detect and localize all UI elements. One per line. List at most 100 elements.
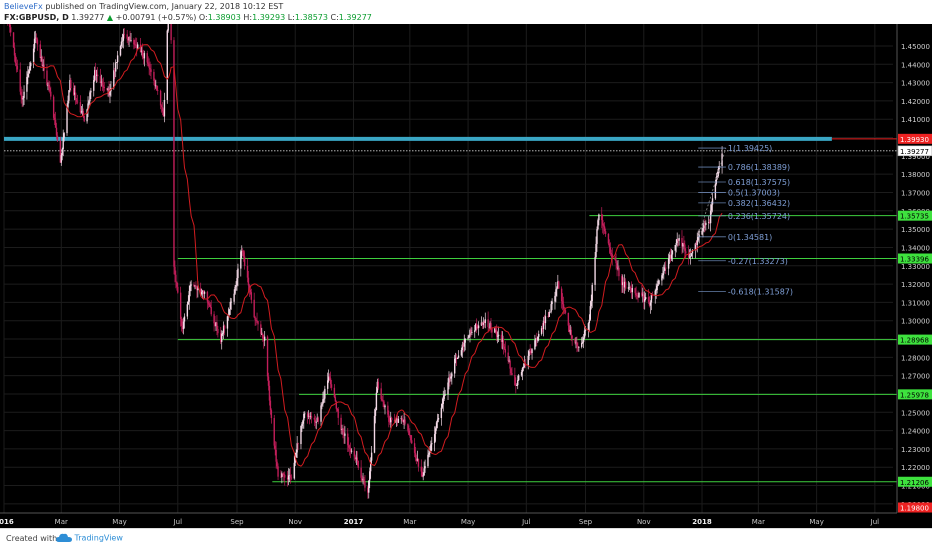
candle-body [290,477,293,479]
candle-body [100,81,103,84]
candle-body [396,418,399,423]
candle-body [360,467,362,478]
candle-body [146,53,148,63]
candle-body [9,24,11,28]
candle-body [451,373,453,377]
candle-body [364,481,366,488]
candle-body [195,285,197,287]
fib-level-label: 0.382(1.36432) [728,199,790,208]
candle-body [367,487,369,493]
candle-body [282,473,284,475]
candle-body [183,316,186,322]
candle-body [300,425,302,445]
candle-body [684,244,686,252]
candle-body [307,415,310,417]
time-tick-label: Mar [403,518,416,526]
time-tick-label: Nov [637,518,651,526]
candle-body [66,107,68,134]
fibonacci-retracement[interactable]: 1(1.39425)0.786(1.38389)0.618(1.37575)0.… [697,144,793,297]
candle-body [509,360,511,369]
candle-body [595,243,597,258]
candle-body [280,476,282,478]
open-label: O: [198,13,208,22]
candle-body [562,304,565,309]
tradingview-logo[interactable]: TradingView [56,533,123,543]
time-axis[interactable]: 2016 Mar May Jul Sep Nov 2017 Mar May Jul Sep Nov 20… [0,512,897,528]
candle-body [15,63,18,66]
candle-body [410,435,412,441]
candle-body [223,325,226,329]
candle-body [422,475,424,477]
candle-body [664,267,666,271]
candle-body [161,107,164,112]
price-chart[interactable]: 1(1.39425)0.786(1.38389)0.618(1.37575)0.… [0,24,932,528]
candle-body [407,423,409,431]
candle-body [63,133,65,138]
candle-body [535,338,537,341]
candle-body [128,36,130,41]
price-axis[interactable]: 1.450001.440001.430001.420001.410001.400… [896,24,932,528]
fib-level-label: 1(1.39425) [728,144,772,153]
candle-body [221,332,224,334]
fib-level-label: 0.786(1.38389) [728,163,790,172]
price-axis-bg [897,24,932,528]
high-value: 1.39293 [252,13,286,22]
candle-body [233,293,235,302]
candle-body [494,328,496,333]
candle-body [182,321,185,330]
candle-body [50,91,52,97]
chart-area[interactable]: 1(1.39425) 0.786(1.38389) 0.618(1.37575) 0.… [0,24,932,528]
candle-body [281,473,283,478]
candle-body [194,285,196,287]
candle-body [214,323,216,327]
candle-body [696,240,698,246]
candle-body [594,257,596,285]
candle-body [107,88,109,91]
price-tick-label: 1.25000 [901,409,930,417]
candle-body [167,24,169,31]
candle-body [697,237,699,241]
candle-body [297,443,299,445]
candle-body [482,321,485,325]
price-label-badge [897,145,932,157]
candle-body [455,357,458,360]
candle-body [603,226,606,232]
candle-body [27,73,29,77]
candle-body [490,323,492,329]
candle-body [703,224,705,229]
candle-body [188,291,190,302]
candle-body [433,434,436,444]
candle-body [95,74,98,76]
candle-body [678,237,680,241]
symbol-label[interactable]: FX:GBPUSD, D [4,13,69,22]
candle-body [627,287,630,289]
price-tick-label: 1.38000 [901,171,930,179]
candle-body [296,443,298,453]
candle-body [255,319,257,321]
candle-body [409,435,411,436]
candle-body [180,318,183,326]
candle-body [667,258,670,269]
candle-body [550,304,552,312]
candle-body [665,267,667,269]
candle-body [336,408,338,410]
candle-body [601,214,603,221]
candle-body [103,86,105,89]
price-tick-label: 1.32000 [901,281,930,289]
time-tick-label: Nov [288,518,302,526]
candle-body [74,92,77,100]
candle-body [474,330,476,333]
author-link[interactable]: BelieveFx [4,2,43,11]
candle-body [629,287,632,289]
candle-body [130,40,132,41]
candle-body [534,340,536,350]
candle-body [21,95,23,100]
candle-body [520,372,523,376]
fib-level-label: 0(1.34581) [728,233,772,242]
candle-body [460,350,463,356]
candle-body [411,440,413,444]
candle-body [323,398,325,400]
candle-body [200,292,203,295]
candle-body [236,278,238,286]
candle-body [644,297,647,300]
